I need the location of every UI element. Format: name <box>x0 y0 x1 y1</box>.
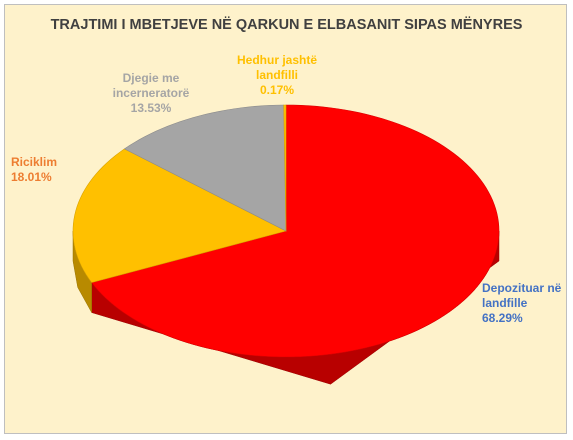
category-label: Djegie me incerneratorë <box>112 71 190 100</box>
value-label: 18.01% <box>11 170 52 184</box>
data-label: Hedhur jashtë landfilli 0.17% <box>217 53 337 98</box>
category-label: Riciklim <box>11 155 58 169</box>
slice <box>123 104 287 232</box>
value-label: 68.29% <box>482 311 523 325</box>
category-label: Hedhur jashtë landfilli <box>236 53 317 82</box>
data-label: Djegie me incerneratorë 13.53% <box>97 71 205 116</box>
chart-title: TRAJTIMI I MBETJEVE NË QARKUN E ELBASANI… <box>50 17 523 33</box>
slice <box>72 148 287 283</box>
chart <box>72 104 500 385</box>
value-label: 0.17% <box>259 83 295 97</box>
value-label: 13.53% <box>130 101 172 115</box>
slice <box>283 104 287 232</box>
data-label: Riciklim 18.01% <box>11 155 71 185</box>
slice <box>91 104 500 358</box>
data-label: Depozituar në landfille 68.29% <box>482 281 572 326</box>
chart-frame: TRAJTIMI I MBETJEVE NË QARKUN E ELBASANI… <box>4 4 567 434</box>
category-label: Depozituar në landfille <box>482 281 562 310</box>
